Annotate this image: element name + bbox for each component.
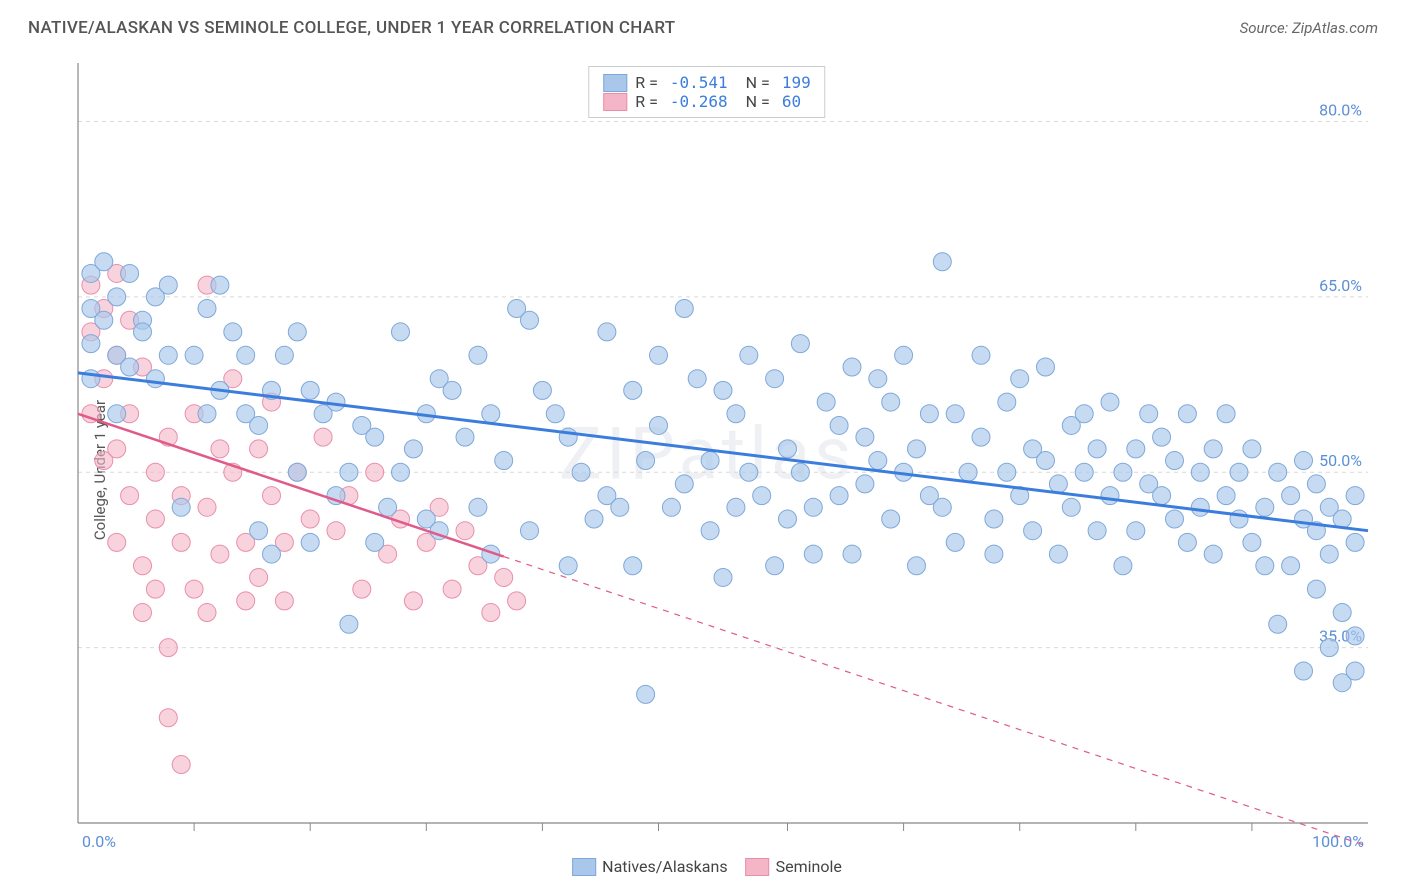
stat-N-label: N = xyxy=(736,73,770,92)
legend-label-0: Natives/Alaskans xyxy=(602,857,727,876)
series-legend: Natives/Alaskans Seminole xyxy=(572,857,842,876)
stat-N-label: N = xyxy=(736,92,770,111)
stat-N-value-1: 60 xyxy=(778,92,801,111)
legend-label-1: Seminole xyxy=(776,857,842,876)
stats-row-0: R = -0.541 N = 199 xyxy=(603,73,810,92)
legend-item-1: Seminole xyxy=(746,857,842,876)
swatch-icon xyxy=(746,858,770,876)
svg-text:80.0%: 80.0% xyxy=(1319,100,1362,119)
swatch-series-0 xyxy=(603,74,627,92)
svg-text:50.0%: 50.0% xyxy=(1319,451,1362,470)
chart-svg: 35.0%50.0%65.0%80.0%0.0%100.0% xyxy=(28,58,1386,882)
swatch-series-1 xyxy=(603,93,627,111)
stat-R-value-1: -0.268 xyxy=(666,92,728,111)
source-label: Source: ZipAtlas.com xyxy=(1240,19,1378,37)
svg-text:65.0%: 65.0% xyxy=(1319,276,1362,295)
swatch-icon xyxy=(572,858,596,876)
stat-R-value-0: -0.541 xyxy=(666,73,728,92)
stats-row-1: R = -0.268 N = 60 xyxy=(603,92,810,111)
stat-R-label: R = xyxy=(635,92,658,111)
stat-N-value-0: 199 xyxy=(778,73,811,92)
chart-title: NATIVE/ALASKAN VS SEMINOLE COLLEGE, UNDE… xyxy=(28,18,675,38)
svg-text:0.0%: 0.0% xyxy=(82,832,116,851)
stat-R-label: R = xyxy=(635,73,658,92)
svg-text:100.0%: 100.0% xyxy=(1312,832,1364,851)
stats-legend: R = -0.541 N = 199 R = -0.268 N = 60 xyxy=(588,66,825,118)
legend-item-0: Natives/Alaskans xyxy=(572,857,727,876)
chart-container: College, Under 1 year ZIPatlas 35.0%50.0… xyxy=(28,58,1386,882)
